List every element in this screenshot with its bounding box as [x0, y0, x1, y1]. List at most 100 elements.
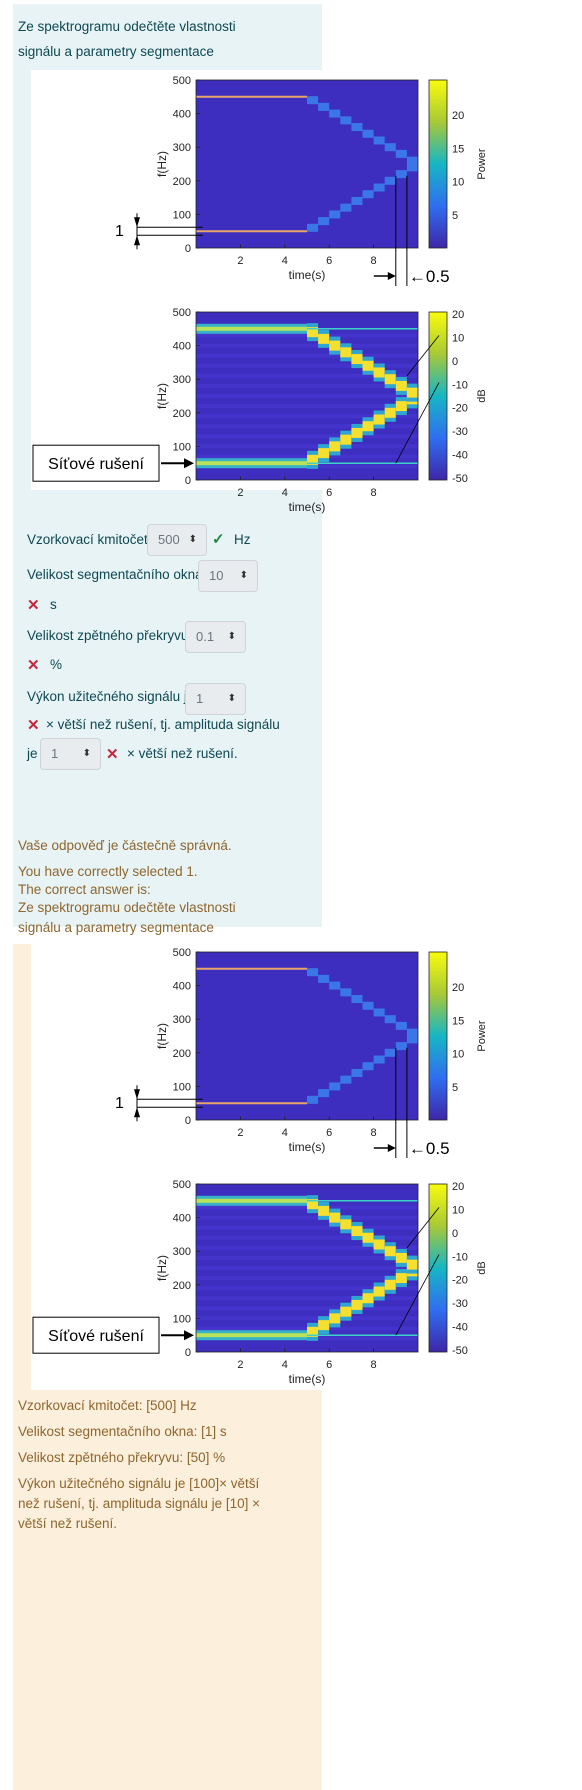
spectrogram-background: [196, 80, 418, 248]
sampling-select[interactable]: 500 ⬍: [147, 524, 207, 556]
colorbar: [428, 79, 448, 249]
cross-icon: ✕: [27, 657, 40, 674]
power-select[interactable]: 1 ⬍: [185, 683, 246, 715]
chirp-step-core: [362, 1293, 374, 1304]
x-tick-label: 6: [326, 1359, 332, 1371]
chirp-step: [351, 123, 363, 132]
chirp-step-core: [384, 374, 396, 385]
select-arrows-icon: ⬍: [82, 748, 91, 759]
chirp-step-core: [406, 387, 418, 398]
y-tick-label: 300: [173, 1014, 191, 1026]
noise-band: [196, 1316, 418, 1321]
chirp-step-core: [351, 354, 363, 365]
pointer-line: [406, 335, 440, 377]
noise-band: [196, 353, 418, 358]
chirp-step: [318, 974, 330, 983]
colorbar-tick: 15: [452, 143, 464, 155]
x-tick-label: 4: [282, 1127, 288, 1139]
trace-core: [196, 461, 307, 466]
y-tick-label: 200: [173, 1280, 191, 1292]
noise-band: [196, 1306, 418, 1311]
y-tick-label: 400: [173, 109, 191, 121]
colorbar-tick: -40: [452, 450, 468, 462]
answer-sampling: Vzorkovací kmitočet: [500] Hz: [18, 1398, 197, 1413]
select-arrows-icon: ⬍: [188, 534, 197, 545]
colorbar-label: Power: [476, 148, 488, 180]
x-tick-label: 6: [326, 487, 332, 499]
y-tick-label: 0: [185, 1115, 191, 1127]
window-select[interactable]: 10 ⬍: [198, 560, 258, 592]
chirp-step-core: [384, 407, 396, 418]
y-tick-label: 100: [173, 1081, 191, 1093]
chirp-step-core: [329, 340, 341, 351]
chirp-step: [406, 156, 418, 165]
x-axis-label: time(s): [289, 268, 326, 282]
chirp-step: [318, 102, 330, 111]
annotation-one: 1: [115, 1095, 124, 1112]
chirp-step: [362, 190, 374, 199]
chirp-step: [307, 1095, 319, 1104]
chirp-step-core: [395, 1252, 407, 1263]
chirp-step: [307, 968, 319, 977]
colorbar-tick: 10: [452, 332, 464, 344]
overlap-select[interactable]: 0.1 ⬍: [185, 621, 246, 653]
sampling-select-value: 500: [158, 532, 180, 547]
select-arrows-icon: ⬍: [239, 570, 248, 581]
chirp-step: [307, 96, 319, 105]
noise-band: [196, 404, 418, 409]
chirp-step: [329, 981, 341, 990]
noise-band: [196, 373, 418, 378]
feedback-intro-line1: Ze spektrogramu odečtěte vlastnosti: [18, 900, 236, 915]
chirp-step-core: [307, 454, 319, 465]
chirp-step-core: [384, 1246, 396, 1257]
colorbar-tick: 20: [452, 110, 464, 122]
plot-frame: [195, 1183, 419, 1353]
colorbar-tick: 15: [452, 1015, 464, 1027]
chirp-step: [351, 1068, 363, 1077]
noise-band: [196, 444, 418, 449]
x-axis-label: time(s): [289, 1140, 326, 1154]
sampling-label: Vzorkovací kmitočet:: [27, 532, 152, 547]
chirp-step-core: [373, 414, 385, 425]
chirp-step: [362, 1001, 374, 1010]
colorbar-tick: -50: [452, 473, 468, 485]
chirp-step: [395, 1021, 407, 1030]
y-axis-label: f(Hz): [155, 1255, 169, 1281]
chirp-step-core: [340, 1306, 352, 1317]
annotation-half: ←0.5: [409, 267, 450, 286]
trace-core: [196, 326, 307, 331]
noise-band: [196, 1276, 418, 1281]
noise-band: [196, 414, 418, 419]
x-tick-label: 8: [371, 255, 377, 267]
chirp-step-core: [351, 1299, 363, 1310]
question-intro-line2: signálu a parametry segmentace: [18, 44, 214, 59]
noise-band: [196, 343, 418, 348]
noise-band: [196, 1286, 418, 1291]
chirp-step-core: [373, 1239, 385, 1250]
feedback-intro-line2: signálu a parametry segmentace: [18, 920, 214, 935]
power-select-value: 1: [196, 691, 204, 706]
chirp-step-core: [318, 448, 330, 459]
y-tick-label: 300: [173, 1246, 191, 1258]
noise-band: [196, 1215, 418, 1220]
y-tick-label: 300: [173, 374, 191, 386]
noise-band: [196, 1255, 418, 1260]
y-tick-label: 100: [173, 441, 191, 453]
x-tick-label: 6: [326, 255, 332, 267]
power-label: Výkon užitečného signálu je: [27, 689, 195, 704]
feedback-partial: Vaše odpověď je částečně správná.: [18, 838, 232, 853]
colorbar-tick: 10: [452, 1049, 464, 1061]
chirp-step: [329, 1082, 341, 1091]
colorbar-tick: 10: [452, 1204, 464, 1216]
feedback-correct-is: The correct answer is:: [18, 882, 151, 897]
answer-overlap: Velikost zpětného překryvu: [50] %: [18, 1450, 226, 1465]
chirp-step: [406, 1035, 418, 1044]
noise-label-box: [32, 444, 160, 482]
x-tick-label: 6: [326, 1127, 332, 1139]
noise-label-box: [32, 1316, 160, 1354]
amp-select[interactable]: 1 ⬍: [40, 738, 101, 770]
y-axis-label: f(Hz): [155, 151, 169, 177]
y-tick-label: 500: [173, 947, 191, 959]
